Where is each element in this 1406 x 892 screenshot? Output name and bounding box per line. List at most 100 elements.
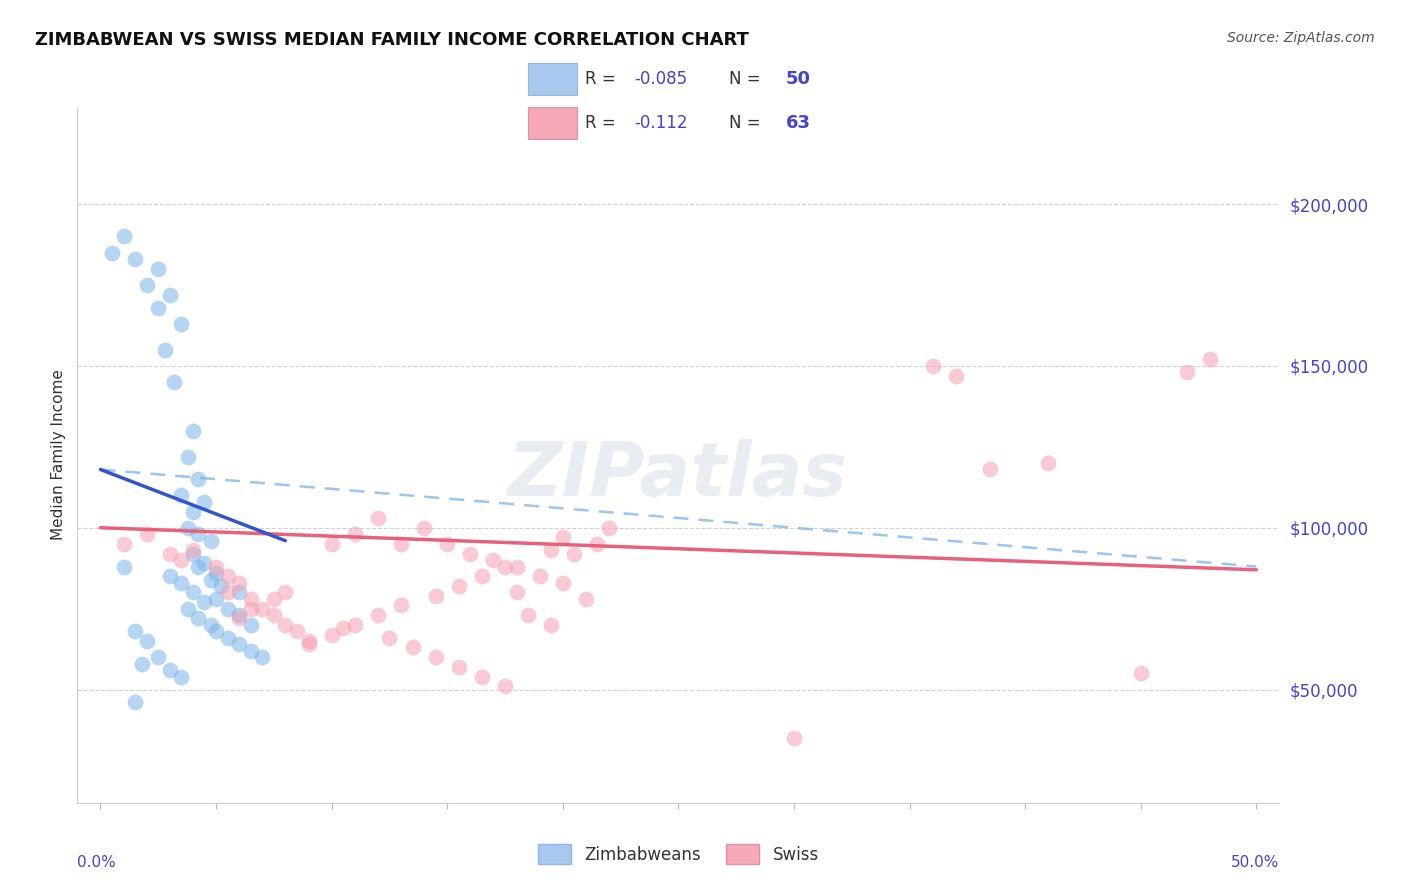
Point — [285, 624, 308, 639]
Point — [159, 547, 181, 561]
Point — [263, 608, 285, 623]
Point — [193, 495, 215, 509]
Point — [112, 229, 135, 244]
Point — [159, 569, 181, 583]
Point — [921, 359, 943, 373]
Point — [425, 650, 447, 665]
Text: -0.085: -0.085 — [634, 70, 688, 87]
Point — [205, 591, 228, 606]
Point — [586, 537, 609, 551]
Point — [186, 559, 209, 574]
Point — [200, 617, 222, 632]
Point — [181, 504, 204, 518]
Point — [228, 611, 250, 625]
Point — [217, 601, 239, 615]
Point — [148, 301, 170, 315]
Point — [186, 611, 209, 625]
Text: -0.112: -0.112 — [634, 114, 688, 132]
Text: N =: N = — [730, 70, 766, 87]
FancyBboxPatch shape — [527, 63, 578, 95]
Point — [228, 637, 250, 651]
Point — [159, 663, 181, 677]
Point — [170, 488, 193, 502]
Point — [575, 591, 598, 606]
Text: N =: N = — [730, 114, 766, 132]
Point — [205, 624, 228, 639]
Point — [979, 462, 1001, 476]
Point — [200, 533, 222, 548]
Point — [148, 650, 170, 665]
Point — [505, 559, 527, 574]
Point — [228, 608, 250, 623]
Point — [181, 585, 204, 599]
Point — [321, 537, 343, 551]
Point — [228, 585, 250, 599]
Point — [205, 559, 228, 574]
Legend: Zimbabweans, Swiss: Zimbabweans, Swiss — [531, 838, 825, 871]
Point — [460, 547, 482, 561]
Point — [193, 557, 215, 571]
Point — [228, 575, 250, 590]
Point — [436, 537, 458, 551]
FancyBboxPatch shape — [527, 107, 578, 139]
Point — [297, 637, 319, 651]
Point — [163, 375, 186, 389]
Text: 0.0%: 0.0% — [77, 855, 117, 870]
Point — [252, 601, 274, 615]
Point — [252, 650, 274, 665]
Point — [239, 617, 262, 632]
Point — [447, 660, 470, 674]
Point — [551, 575, 574, 590]
Point — [1129, 666, 1152, 681]
Point — [101, 245, 124, 260]
Point — [112, 559, 135, 574]
Point — [217, 569, 239, 583]
Point — [505, 585, 527, 599]
Point — [170, 575, 193, 590]
Point — [494, 679, 516, 693]
Point — [112, 537, 135, 551]
Point — [239, 643, 262, 657]
Point — [209, 579, 232, 593]
Point — [193, 595, 215, 609]
Point — [378, 631, 401, 645]
Point — [540, 617, 562, 632]
Point — [239, 591, 262, 606]
Point — [389, 599, 412, 613]
Point — [367, 608, 389, 623]
Point — [181, 424, 204, 438]
Point — [447, 579, 470, 593]
Point — [186, 472, 209, 486]
Point — [274, 617, 297, 632]
Point — [124, 252, 146, 267]
Text: 63: 63 — [786, 114, 811, 132]
Point — [200, 573, 222, 587]
Point — [332, 621, 354, 635]
Point — [367, 511, 389, 525]
Text: 50: 50 — [786, 70, 811, 87]
Point — [540, 543, 562, 558]
Point — [413, 521, 436, 535]
Point — [135, 634, 157, 648]
Point — [564, 547, 586, 561]
Point — [482, 553, 505, 567]
Point — [170, 553, 193, 567]
Text: R =: R = — [585, 70, 621, 87]
Point — [551, 531, 574, 545]
Point — [1199, 352, 1222, 367]
Point — [170, 670, 193, 684]
Point — [321, 627, 343, 641]
Text: Source: ZipAtlas.com: Source: ZipAtlas.com — [1227, 31, 1375, 45]
Point — [517, 608, 540, 623]
Point — [217, 585, 239, 599]
Text: R =: R = — [585, 114, 626, 132]
Point — [181, 547, 204, 561]
Point — [124, 696, 146, 710]
Point — [425, 589, 447, 603]
Point — [471, 670, 494, 684]
Point — [529, 569, 551, 583]
Point — [181, 543, 204, 558]
Point — [177, 601, 200, 615]
Point — [1038, 456, 1060, 470]
Point — [401, 640, 423, 655]
